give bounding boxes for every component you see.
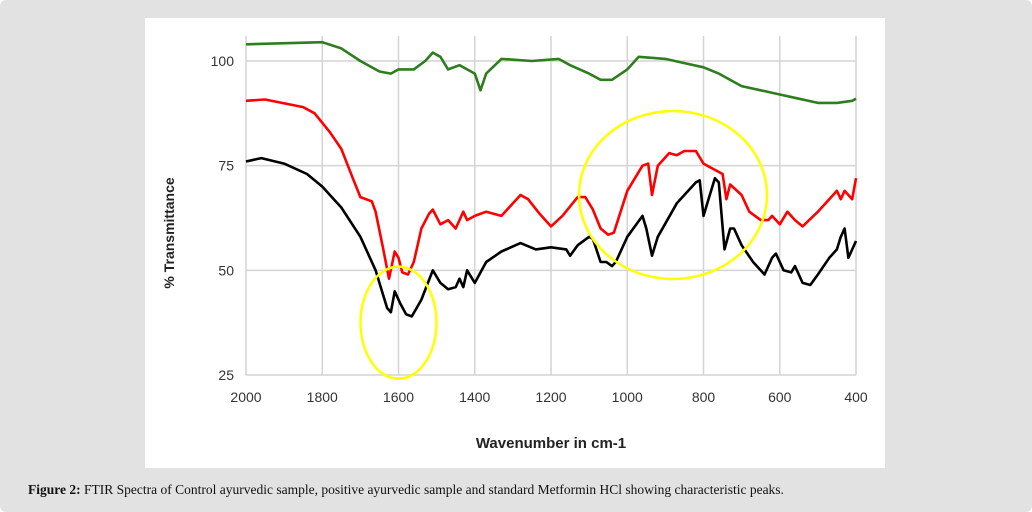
x-axis-label: Wavenumber in cm-1 [476, 435, 626, 452]
y-tick-label: 100 [211, 53, 235, 69]
x-tick-label: 1800 [307, 389, 338, 405]
y-tick-label: 75 [218, 158, 234, 174]
x-tick-label: 2000 [230, 389, 261, 405]
grid [245, 36, 857, 376]
x-tick-label: 1200 [535, 389, 566, 405]
x-tick-label: 600 [768, 389, 792, 405]
highlight-ellipse [577, 109, 769, 281]
caption-text: FTIR Spectra of Control ayurvedic sample… [80, 482, 784, 497]
series-line-black [245, 156, 858, 318]
x-tick-label: 1400 [459, 389, 490, 405]
y-tick-label: 25 [218, 367, 234, 383]
figure-caption: Figure 2: FTIR Spectra of Control ayurve… [28, 482, 784, 498]
y-tick-label: 50 [218, 262, 234, 278]
annotations [359, 109, 769, 380]
ftir-chart: 25 50 75 100 2000 1800 1600 1400 1200 1000 800 600 4… [161, 36, 868, 452]
series-line-green [245, 40, 857, 105]
y-axis-label: % Transmittance [161, 177, 177, 288]
caption-label: Figure 2: [28, 482, 81, 497]
x-tick-label: 1000 [612, 389, 643, 405]
x-tick-label: 1600 [383, 389, 414, 405]
chart-area: 25 50 75 100 2000 1800 1600 1400 1200 1000 800 600 4… [145, 18, 885, 468]
tick-labels: 25 50 75 100 2000 1800 1600 1400 1200 1000 800 600 4… [211, 53, 868, 405]
series-lines [245, 40, 858, 318]
series-line-red [245, 98, 858, 281]
x-tick-label: 800 [692, 389, 716, 405]
x-tick-label: 400 [844, 389, 868, 405]
highlight-ellipse [359, 265, 438, 380]
